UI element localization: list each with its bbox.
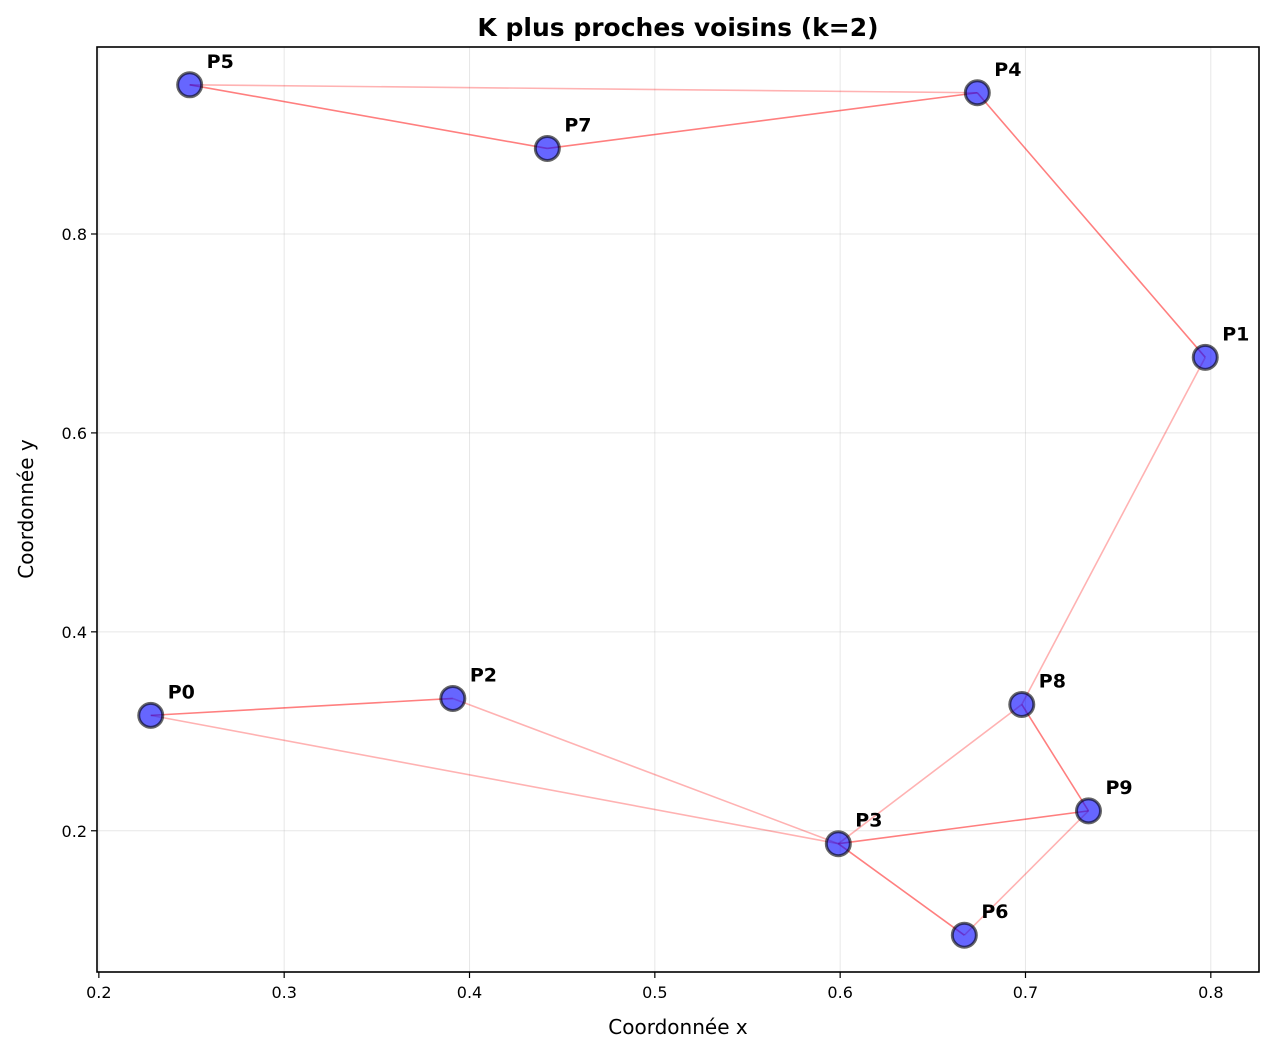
- x-tick-label: 0.2: [86, 983, 111, 1002]
- edge-p0-p3: [150, 714, 839, 845]
- point-p1: [1191, 343, 1219, 371]
- y-tick-label: 0.2: [62, 822, 87, 841]
- x-tick-label: 0.3: [271, 983, 296, 1002]
- edge-p5-p7: [189, 84, 548, 150]
- neighbor-edges: [150, 83, 1206, 936]
- y-axis-label: Coordonnée y: [14, 439, 38, 579]
- plot-frame: [96, 46, 1260, 973]
- point-p0: [137, 701, 165, 729]
- point-p7: [533, 134, 561, 162]
- chart-title: K plus proches voisins (k=2): [477, 13, 878, 42]
- edge-p1-p4: [976, 92, 1206, 358]
- edge-p2-p3: [452, 697, 839, 845]
- x-tick-label: 0.7: [1013, 983, 1038, 1002]
- edge-p8-p9: [1021, 704, 1090, 812]
- point-p6: [950, 921, 978, 949]
- grid-lines: [97, 47, 1259, 972]
- point-p9: [1074, 797, 1102, 825]
- point-label-p2: P2: [470, 664, 497, 686]
- edge-p5-p4: [189, 83, 978, 94]
- edge-p7-p4: [547, 91, 978, 150]
- x-tick-label: 0.6: [827, 983, 852, 1002]
- point-label-p4: P4: [994, 59, 1021, 81]
- edge-p0-p2: [150, 697, 453, 717]
- y-tick-label: 0.8: [62, 225, 87, 244]
- x-axis-ticks: 0.2 0.3 0.4 0.5 0.6 0.7 0.8: [86, 972, 1224, 1002]
- point-label-p8: P8: [1039, 670, 1066, 692]
- point-label-p7: P7: [564, 114, 591, 136]
- edge-p3-p9: [838, 810, 1089, 845]
- x-tick-label: 0.4: [457, 983, 482, 1002]
- point-p5: [176, 71, 204, 99]
- point-label-p5: P5: [207, 51, 234, 73]
- y-axis-ticks: 0.2 0.4 0.6 0.8: [62, 225, 97, 841]
- point-labels: P0 P1 P2 P3 P4 P5 P6 P7 P8 P9: [168, 51, 1250, 923]
- x-tick-label: 0.8: [1198, 983, 1223, 1002]
- y-tick-label: 0.4: [62, 623, 87, 642]
- point-p3: [824, 830, 852, 858]
- point-label-p1: P1: [1222, 323, 1249, 345]
- point-p4: [963, 79, 991, 107]
- edge-p6-p9: [963, 810, 1090, 936]
- x-tick-label: 0.5: [642, 983, 667, 1002]
- point-p2: [439, 684, 467, 712]
- point-label-p6: P6: [981, 901, 1008, 923]
- edge-p3-p8: [837, 703, 1023, 845]
- point-label-p0: P0: [168, 681, 195, 703]
- edge-p1-p8: [1021, 356, 1206, 705]
- point-label-p3: P3: [855, 810, 882, 832]
- point-label-p9: P9: [1105, 777, 1132, 799]
- edge-p3-p6: [837, 843, 965, 936]
- y-tick-label: 0.6: [62, 424, 87, 443]
- x-axis-label: Coordonnée x: [608, 1015, 748, 1039]
- point-p8: [1008, 690, 1036, 718]
- data-points: [137, 71, 1219, 949]
